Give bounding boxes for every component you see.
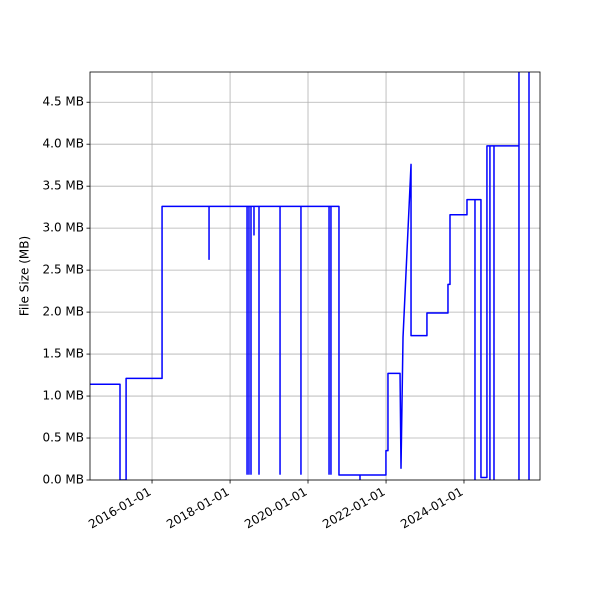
x-tick-label: 2024-01-01 bbox=[398, 484, 465, 531]
y-tick-label: 2.0 MB bbox=[43, 305, 84, 319]
x-tick-label: 2022-01-01 bbox=[320, 484, 387, 531]
ticks: 0.0 MB 0.5 MB 1.0 MB 1.5 MB 2.0 MB 2.5 MB 3.0 … bbox=[43, 95, 466, 532]
y-tick-label: 1.5 MB bbox=[43, 347, 84, 361]
x-tick-label: 2016-01-01 bbox=[86, 484, 153, 531]
grid bbox=[90, 72, 540, 481]
y-tick-label: 3.0 MB bbox=[43, 221, 84, 235]
y-tick-label: 2.5 MB bbox=[43, 263, 84, 277]
y-tick-label: 1.0 MB bbox=[43, 389, 84, 403]
y-tick-label: 0.0 MB bbox=[43, 473, 84, 487]
x-tick-label: 2020-01-01 bbox=[242, 484, 309, 531]
y-tick-label: 0.5 MB bbox=[43, 431, 84, 445]
plot-area bbox=[90, 72, 530, 480]
data-line bbox=[90, 72, 530, 480]
y-tick-label: 4.0 MB bbox=[43, 137, 84, 151]
y-tick-label: 4.5 MB bbox=[43, 95, 84, 109]
y-tick-label: 3.5 MB bbox=[43, 179, 84, 193]
x-tick-label: 2018-01-01 bbox=[164, 484, 231, 531]
y-axis-label: File Size (MB) bbox=[18, 236, 32, 316]
axes-frame bbox=[89, 71, 541, 481]
